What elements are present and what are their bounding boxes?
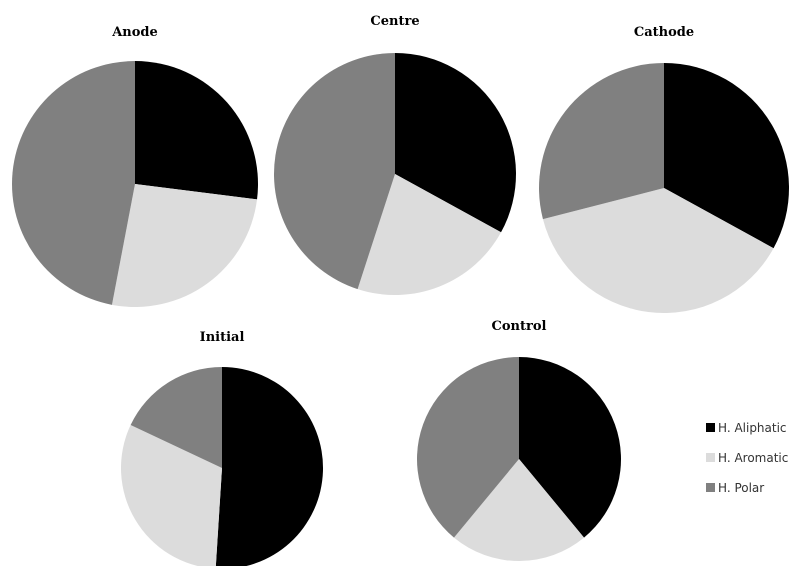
pie-title-control: Control	[492, 319, 547, 334]
pie-slice-control-h-polar	[417, 357, 519, 538]
pie-slice-control-h-aliphatic	[519, 357, 621, 538]
pie-title-cathode: Cathode	[634, 25, 694, 40]
pie-title-initial: Initial	[200, 330, 245, 345]
pie-title-anode: Anode	[111, 25, 158, 40]
pie-slice-centre-h-aromatic	[357, 174, 502, 296]
pie-slice-centre-h-aliphatic	[395, 53, 516, 233]
legend-swatch-h-aliphatic	[706, 423, 715, 432]
pie-slice-cathode-h-polar	[539, 63, 664, 220]
pie-anode: Anode	[12, 25, 259, 307]
legend: H. Aliphatic H. Aromatic H. Polar	[706, 421, 788, 495]
legend-swatch-h-polar	[706, 483, 715, 492]
pie-slice-initial-h-aliphatic	[215, 367, 324, 566]
legend-label-h-aliphatic: H. Aliphatic	[718, 421, 787, 435]
pie-control: Control	[417, 319, 621, 561]
pie-slice-cathode-h-aliphatic	[664, 63, 790, 249]
pie-slice-anode-h-aliphatic	[135, 61, 259, 200]
pie-slice-initial-h-aromatic	[121, 425, 222, 566]
pie-slice-centre-h-polar	[273, 52, 395, 290]
pie-centre: Centre	[273, 14, 516, 296]
pie-initial: Initial	[121, 330, 324, 566]
legend-swatch-h-aromatic	[706, 453, 715, 462]
pie-slice-cathode-h-aromatic	[542, 188, 774, 314]
pie-slice-control-h-aromatic	[453, 459, 585, 561]
pie-cathode: Cathode	[539, 25, 790, 314]
pie-slice-anode-h-polar	[12, 61, 136, 305]
pie-slice-initial-h-polar	[130, 367, 222, 468]
pie-title-centre: Centre	[370, 14, 419, 29]
pies-layer: Anode Centre Cathode Initial Control	[12, 14, 790, 566]
pie-slice-anode-h-aromatic	[111, 184, 258, 307]
legend-label-h-polar: H. Polar	[718, 481, 764, 495]
legend-label-h-aromatic: H. Aromatic	[718, 451, 788, 465]
